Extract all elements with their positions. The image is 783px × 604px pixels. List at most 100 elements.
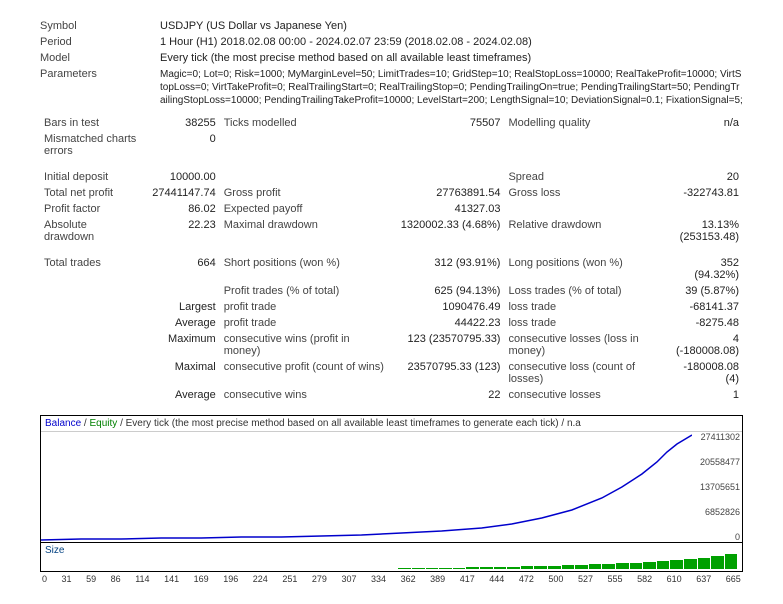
x-tick-label: 0 xyxy=(42,574,47,584)
mismatched-label: Mismatched charts errors xyxy=(40,131,143,159)
total-net-profit: 27441147.74 xyxy=(143,185,220,201)
gross-loss-label: Gross loss xyxy=(504,185,672,201)
y-tick-label: 27411302 xyxy=(700,432,740,442)
size-bar xyxy=(494,567,507,569)
initial-deposit-label: Initial deposit xyxy=(40,169,143,185)
size-bar xyxy=(602,564,615,569)
x-tick-label: 31 xyxy=(62,574,72,584)
balance-word: Balance xyxy=(45,418,81,429)
avg-cons-wins-label: consecutive wins xyxy=(220,387,392,403)
x-tick-label: 334 xyxy=(371,574,386,584)
gross-loss: -322743.81 xyxy=(672,185,743,201)
total-trades-label: Total trades xyxy=(40,255,143,283)
max-dd-label: Maximal drawdown xyxy=(220,217,392,245)
max-cons-losses-label: consecutive losses (loss in money) xyxy=(504,331,672,359)
max-cons-wins-label: consecutive wins (profit in money) xyxy=(220,331,392,359)
ticks-modelled: 75507 xyxy=(392,115,505,131)
abs-dd-label: Absolute drawdown xyxy=(40,217,143,245)
largest-label: Largest xyxy=(143,299,220,315)
size-bar xyxy=(480,567,493,569)
x-tick-label: 389 xyxy=(430,574,445,584)
avg-cons-losses: 1 xyxy=(672,387,743,403)
size-bar xyxy=(616,563,629,569)
largest-loss: -68141.37 xyxy=(672,299,743,315)
x-tick-label: 500 xyxy=(548,574,563,584)
model-value: Every tick (the most precise method base… xyxy=(160,52,743,64)
profit-factor-label: Profit factor xyxy=(40,201,143,217)
avg-profit: 44422.23 xyxy=(392,315,505,331)
expected-payoff-label: Expected payoff xyxy=(220,201,392,217)
size-bars xyxy=(45,553,738,569)
max-dd: 1320002.33 (4.68%) xyxy=(392,217,505,245)
size-bar xyxy=(453,568,466,569)
avg-loss: -8275.48 xyxy=(672,315,743,331)
period-label: Period xyxy=(40,36,160,48)
size-bar xyxy=(670,560,683,569)
profit-trades-label: Profit trades (% of total) xyxy=(220,283,392,299)
size-bar xyxy=(412,568,425,569)
x-tick-label: 224 xyxy=(253,574,268,584)
max-cons-profit: 23570795.33 (123) xyxy=(392,359,505,387)
bars-in-test-label: Bars in test xyxy=(40,115,143,131)
size-bar xyxy=(711,556,724,569)
max-cons-loss-label: consecutive loss (count of losses) xyxy=(504,359,672,387)
size-bar xyxy=(589,564,602,569)
spread: 20 xyxy=(672,169,743,185)
size-bar xyxy=(398,568,411,569)
maximal-label: Maximal xyxy=(143,359,220,387)
x-tick-label: 527 xyxy=(578,574,593,584)
max-cons-profit-label: consecutive profit (count of wins) xyxy=(220,359,392,387)
avg-profit-label: profit trade xyxy=(220,315,392,331)
size-bar xyxy=(439,568,452,569)
max-cons-losses: 4 (-180008.08) xyxy=(672,331,743,359)
y-axis-labels: 27411302205584771370565168528260 xyxy=(700,432,740,542)
x-tick-label: 114 xyxy=(135,574,149,584)
x-tick-label: 362 xyxy=(401,574,416,584)
x-tick-label: 582 xyxy=(637,574,652,584)
x-tick-label: 251 xyxy=(282,574,297,584)
y-tick-label: 20558477 xyxy=(700,457,740,467)
profit-trades: 625 (94.13%) xyxy=(392,283,505,299)
short-pos: 312 (93.91%) xyxy=(392,255,505,283)
size-bar xyxy=(630,563,643,569)
maximum-label: Maximum xyxy=(143,331,220,359)
gross-profit: 27763891.54 xyxy=(392,185,505,201)
symbol-label: Symbol xyxy=(40,20,160,32)
avg-cons-losses-label: consecutive losses xyxy=(504,387,672,403)
mismatched: 0 xyxy=(143,131,220,159)
rel-dd: 13.13% (253153.48) xyxy=(672,217,743,245)
size-bar xyxy=(562,565,575,569)
loss-trades: 39 (5.87%) xyxy=(672,283,743,299)
parameters-value: Magic=0; Lot=0; Risk=1000; MyMarginLevel… xyxy=(160,68,743,107)
equity-word: Equity xyxy=(89,418,117,429)
x-tick-label: 555 xyxy=(608,574,623,584)
average-label-2: Average xyxy=(143,387,220,403)
chart-header: Balance / Equity / Every tick (the most … xyxy=(41,416,742,432)
size-bar xyxy=(507,567,520,569)
total-net-profit-label: Total net profit xyxy=(40,185,143,201)
size-bar xyxy=(466,567,479,569)
size-bar xyxy=(426,568,439,569)
size-bar xyxy=(548,566,561,569)
size-bar xyxy=(698,558,711,569)
size-bar xyxy=(521,566,534,569)
y-tick-label: 0 xyxy=(700,532,740,542)
x-tick-label: 59 xyxy=(86,574,96,584)
chart-header-text: / Every tick (the most precise method ba… xyxy=(120,418,581,429)
size-bar xyxy=(575,565,588,569)
largest-profit: 1090476.49 xyxy=(392,299,505,315)
largest-profit-label: profit trade xyxy=(220,299,392,315)
x-tick-label: 665 xyxy=(726,574,741,584)
x-tick-label: 279 xyxy=(312,574,327,584)
x-tick-label: 169 xyxy=(194,574,209,584)
model-label: Model xyxy=(40,52,160,64)
period-value: 1 Hour (H1) 2018.02.08 00:00 - 2024.02.0… xyxy=(160,36,743,48)
spread-label: Spread xyxy=(504,169,672,185)
x-axis-labels: 0315986114141169196224251279307334362389… xyxy=(40,574,743,584)
symbol-value: USDJPY (US Dollar vs Japanese Yen) xyxy=(160,20,743,32)
max-cons-loss: -180008.08 (4) xyxy=(672,359,743,387)
period-row: Period 1 Hour (H1) 2018.02.08 00:00 - 20… xyxy=(40,36,743,48)
size-bar xyxy=(657,561,670,569)
balance-curve xyxy=(41,432,692,542)
short-pos-label: Short positions (won %) xyxy=(220,255,392,283)
